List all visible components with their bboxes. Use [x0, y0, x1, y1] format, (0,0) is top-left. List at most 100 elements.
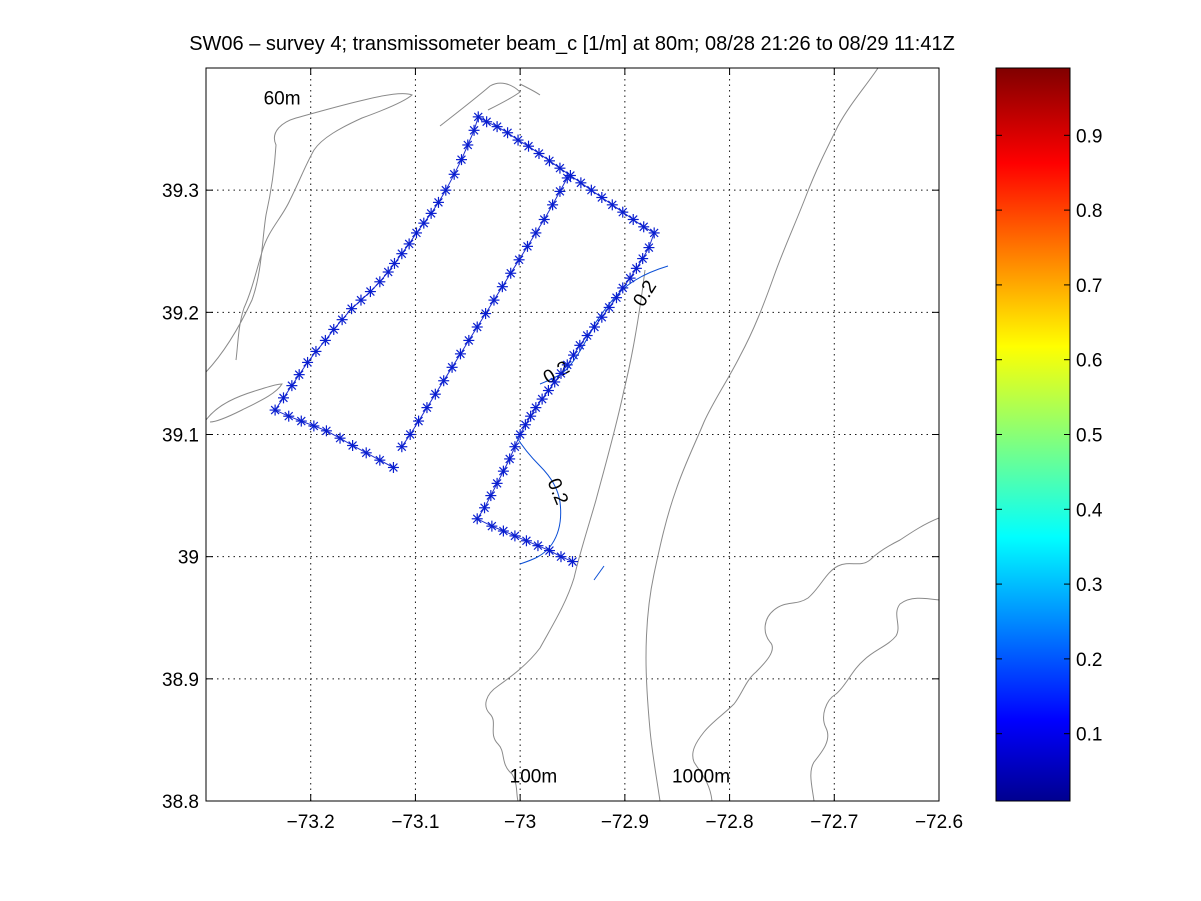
- isobaths: [206, 68, 939, 801]
- station-marker: [542, 385, 554, 397]
- station-marker: [555, 367, 567, 379]
- station-marker: [438, 375, 450, 387]
- station-marker: [532, 540, 544, 552]
- x-axis-ticks: −73.2 −73.1 −73 −72.9 −72.8 −72.7 −72.6: [287, 68, 963, 833]
- y-tick-label: 39.2: [162, 303, 199, 324]
- station-marker: [509, 441, 521, 453]
- isobath-60m-contour: [206, 82, 541, 423]
- station-marker: [513, 254, 525, 266]
- station-marker: [471, 321, 483, 333]
- station-marker: [638, 221, 650, 233]
- x-tick-label: −72.8: [706, 812, 754, 833]
- y-gridlines: [206, 189, 939, 680]
- station-marker: [581, 330, 593, 342]
- station-marker: [347, 439, 359, 451]
- station-marker: [497, 525, 509, 537]
- station-marker: [496, 281, 508, 293]
- station-marker: [302, 356, 314, 368]
- station-marker: [536, 393, 548, 405]
- station-marker: [432, 196, 444, 208]
- station-marker: [396, 248, 408, 260]
- survey-tracks: [269, 111, 660, 568]
- isobath-depth-labels: 60m 100m 1000m: [264, 89, 730, 788]
- station-marker: [488, 294, 500, 306]
- station-marker: [468, 124, 480, 136]
- station-marker: [471, 513, 483, 525]
- station-marker: [421, 402, 433, 414]
- station-marker: [561, 359, 573, 371]
- station-marker: [491, 121, 503, 133]
- station-marker: [568, 349, 580, 361]
- station-marker: [283, 410, 295, 422]
- isobath-depth-label: 1000m: [672, 767, 730, 788]
- station-marker: [624, 272, 636, 284]
- station-marker: [364, 286, 376, 298]
- station-marker: [530, 402, 542, 414]
- station-marker: [346, 303, 358, 315]
- isobath-deep-shelf-contour: [692, 517, 939, 801]
- station-marker: [320, 425, 332, 437]
- isobath-depth-label: 100m: [510, 767, 558, 788]
- station-marker: [295, 415, 307, 427]
- x-tick-label: −72.7: [810, 812, 858, 833]
- station-marker: [637, 253, 649, 265]
- colorbar: 0.1 0.2 0.3 0.4 0.5 0.6 0.7 0.8 0.9: [995, 67, 1103, 802]
- station-marker: [575, 177, 587, 189]
- beam-c-0.2-contour-segment: [593, 565, 605, 581]
- station-marker: [479, 502, 491, 514]
- station-marker: [418, 217, 430, 229]
- station-marker: [596, 191, 608, 203]
- station-marker: [382, 266, 394, 278]
- station-marker: [472, 111, 484, 123]
- x-tick-label: −72.9: [601, 812, 649, 833]
- station-marker: [486, 520, 498, 532]
- station-marker: [606, 199, 618, 211]
- x-tick-label: −73.2: [287, 812, 335, 833]
- station-marker: [308, 420, 320, 432]
- station-marker: [502, 127, 514, 139]
- station-marker: [520, 535, 532, 547]
- colorbar-ticks: 0.1 0.2 0.3 0.4 0.5 0.6 0.7 0.8 0.9: [996, 126, 1103, 746]
- chart-title: SW06 – survey 4; transmissometer beam_c …: [189, 33, 955, 55]
- colorbar-tick-label: 0.3: [1076, 575, 1102, 596]
- station-marker: [277, 392, 289, 404]
- station-marker: [514, 429, 526, 440]
- station-marker: [360, 447, 372, 459]
- station-marker: [617, 206, 629, 218]
- station-marker: [440, 184, 452, 196]
- station-marker: [585, 184, 597, 196]
- station-marker: [643, 242, 655, 254]
- station-marker: [505, 267, 517, 279]
- station-marker: [521, 240, 533, 252]
- station-marker: [588, 321, 600, 333]
- station-marker: [319, 334, 331, 346]
- station-marker: [617, 282, 629, 294]
- station-marker: [286, 380, 298, 392]
- station-marker: [530, 227, 542, 239]
- station-marker: [543, 155, 555, 167]
- station-marker: [538, 213, 550, 225]
- station-marker: [355, 294, 367, 306]
- x-tick-label: −73.1: [391, 812, 439, 833]
- colorbar-tick-label: 0.6: [1076, 351, 1102, 372]
- station-marker: [533, 148, 545, 160]
- isobath-100m-contour: [485, 269, 646, 801]
- station-marker: [413, 415, 425, 427]
- beam-c-0.2-contour-middle: [539, 329, 593, 385]
- station-marker: [448, 168, 460, 180]
- station-marker: [497, 465, 509, 477]
- station-marker: [485, 490, 497, 502]
- station-marker: [388, 257, 400, 269]
- station-marker: [463, 334, 475, 346]
- station-marker: [480, 308, 492, 320]
- station-marker: [293, 369, 305, 381]
- station-marker: [446, 361, 458, 373]
- station-marker: [554, 185, 566, 197]
- map-axes: 0.20.20.2 −73.2 −73.1 −73 −72.9 −72.8 −72.7 −7…: [162, 67, 963, 833]
- station-marker: [519, 419, 531, 431]
- station-marker: [462, 139, 474, 151]
- station-marker: [525, 410, 537, 422]
- station-marker: [425, 207, 437, 219]
- station-marker: [509, 530, 521, 542]
